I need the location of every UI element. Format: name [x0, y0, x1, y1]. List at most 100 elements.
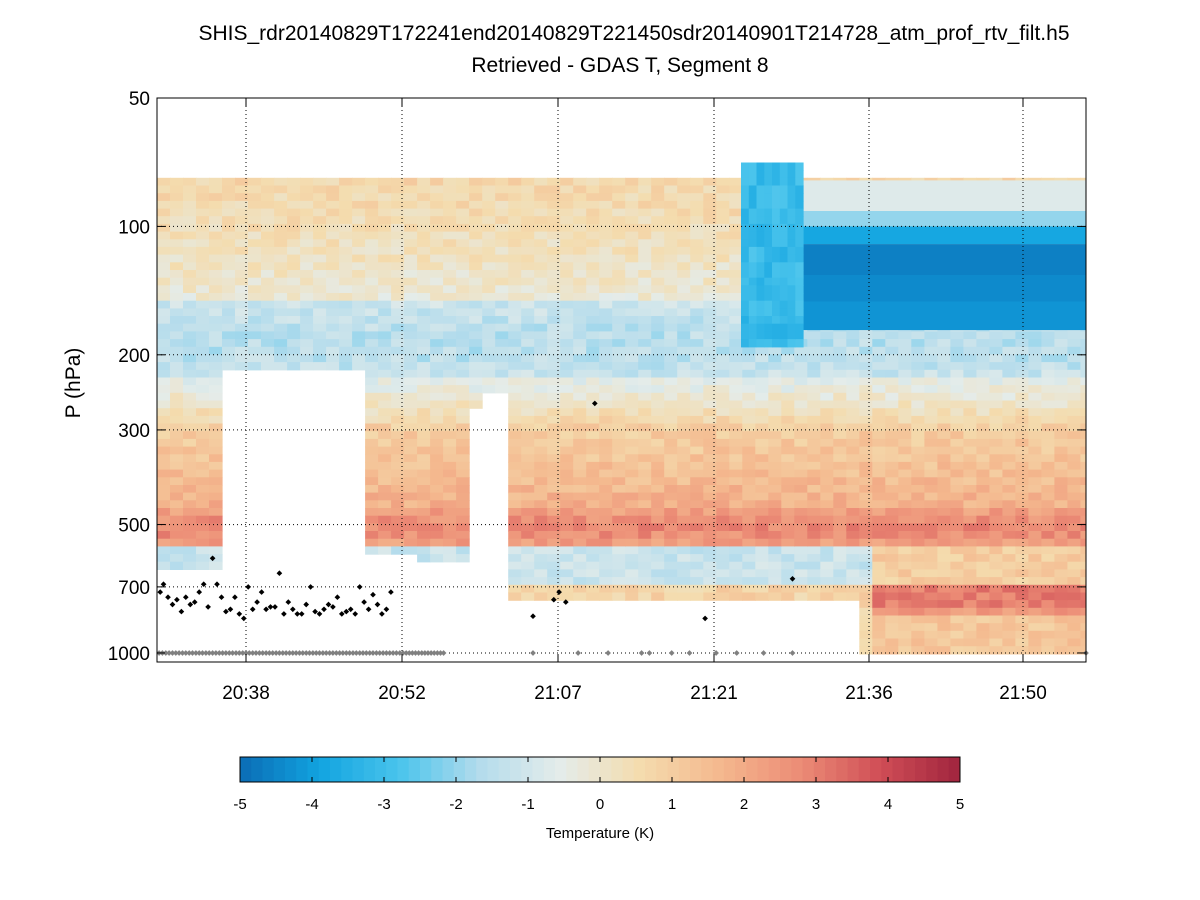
heatmap-cell	[989, 408, 1003, 417]
heatmap-cell	[560, 477, 574, 486]
heatmap-cell	[716, 523, 730, 532]
heatmap-cell	[859, 369, 873, 379]
heatmap-cell	[378, 285, 392, 294]
heatmap-cell	[820, 461, 834, 471]
heatmap-cell	[859, 392, 873, 402]
heatmap-cell	[963, 408, 977, 417]
heatmap-cell	[716, 500, 730, 509]
heatmap-cell	[417, 331, 431, 340]
colorbar-segment	[600, 757, 612, 782]
heatmap-cell	[612, 385, 626, 394]
surface-point	[396, 650, 403, 656]
heatmap-cell	[521, 369, 535, 379]
cloud-top-point	[205, 604, 211, 610]
heatmap-cell	[950, 630, 964, 640]
heatmap-cell	[183, 216, 197, 225]
heatmap-cell	[521, 485, 535, 494]
heatmap-cell	[365, 254, 379, 263]
heatmap-cell	[1067, 469, 1081, 478]
heatmap-cell	[741, 223, 750, 233]
heatmap-cell	[599, 300, 613, 309]
heatmap-cell	[898, 546, 912, 555]
heatmap-cell	[703, 270, 717, 279]
heatmap-cell	[677, 477, 691, 486]
heatmap-cell	[1080, 546, 1086, 555]
heatmap-cell	[495, 323, 509, 332]
heatmap-cell	[729, 446, 743, 455]
heatmap-cell	[772, 331, 781, 340]
heatmap-cell	[534, 546, 548, 555]
heatmap-cell	[756, 277, 765, 286]
heatmap-cell	[417, 477, 431, 486]
heatmap-cell	[756, 262, 765, 271]
heatmap-cell	[469, 362, 483, 371]
heatmap-cell	[937, 446, 951, 455]
heatmap-cell	[820, 377, 834, 386]
heatmap-cell	[703, 208, 717, 217]
heatmap-cell	[586, 339, 600, 348]
heatmap-cell	[664, 523, 678, 532]
heatmap-cell	[378, 546, 392, 555]
heatmap-cell	[651, 346, 665, 356]
heatmap-cell	[1002, 531, 1016, 540]
heatmap-cell	[651, 392, 665, 402]
heatmap-cell	[1093, 293, 1107, 301]
heatmap-cell	[391, 500, 405, 509]
heatmap-cell	[768, 354, 782, 363]
heatmap-cell	[313, 300, 327, 309]
heatmap-cell	[586, 554, 600, 563]
heatmap-cell	[430, 523, 444, 532]
heatmap-cell	[924, 446, 938, 455]
heatmap-cell	[560, 354, 574, 363]
heatmap-cell	[196, 531, 210, 540]
heatmap-cell	[339, 239, 353, 248]
heatmap-cell	[638, 561, 652, 570]
heatmap-cell	[482, 308, 496, 317]
heatmap-cell	[495, 177, 509, 187]
heatmap-cell	[768, 415, 782, 425]
heatmap-cell	[716, 193, 730, 202]
heatmap-cell	[1054, 584, 1068, 594]
heatmap-cell	[430, 362, 444, 371]
heatmap-cell	[547, 531, 561, 540]
heatmap-cell	[183, 316, 197, 325]
colorbar-segment	[701, 757, 713, 782]
heatmap-cell	[313, 239, 327, 248]
colorbar-segment	[723, 757, 736, 782]
heatmap-cell	[807, 346, 821, 356]
heatmap-cell	[469, 254, 483, 263]
heatmap-cell	[898, 477, 912, 486]
heatmap-cell	[833, 515, 847, 524]
heatmap-cell	[1015, 369, 1029, 379]
heatmap-cell	[521, 331, 535, 340]
heatmap-cell	[937, 638, 951, 647]
heatmap-cell	[779, 193, 789, 202]
heatmap-cell	[781, 554, 795, 563]
heatmap-cell	[937, 400, 951, 409]
heatmap-cell	[157, 485, 171, 494]
heatmap-cell	[300, 285, 314, 294]
heatmap-cell	[274, 262, 288, 271]
heatmap-cell	[196, 270, 210, 279]
heatmap-cell	[1093, 485, 1107, 493]
heatmap-cell	[170, 346, 184, 356]
heatmap-cell	[378, 508, 392, 517]
heatmap-cell	[729, 200, 743, 210]
heatmap-cell	[872, 546, 886, 555]
heatmap-cell	[339, 300, 353, 309]
heatmap-cell	[1067, 423, 1081, 432]
heatmap-cell	[521, 577, 535, 586]
heatmap-cell	[170, 492, 184, 501]
heatmap-cell	[482, 223, 496, 233]
heatmap-cell	[209, 531, 223, 540]
heatmap-cell	[326, 331, 340, 340]
heatmap-cell	[963, 500, 977, 509]
heatmap-cell	[768, 408, 782, 417]
heatmap-cell	[872, 531, 886, 540]
heatmap-cell	[404, 285, 418, 294]
heatmap-cell	[599, 408, 613, 417]
heatmap-cell	[764, 162, 773, 171]
heatmap-cell	[404, 185, 418, 194]
heatmap-cell	[1002, 623, 1016, 632]
heatmap-cell	[638, 231, 652, 240]
